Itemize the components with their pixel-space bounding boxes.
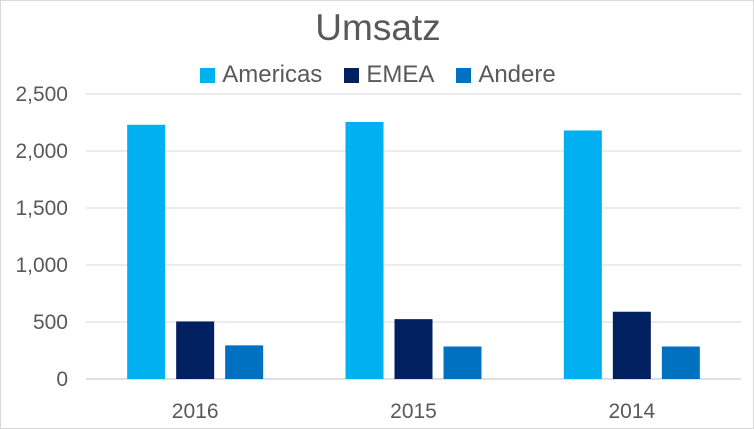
legend-swatch-emea [344, 67, 360, 83]
legend-swatch-americas [200, 67, 216, 83]
chart-legend: Americas EMEA Andere [1, 61, 754, 89]
y-tick-label: 2,500 [15, 83, 68, 106]
y-tick-label: 0 [56, 368, 68, 391]
bar-americas-2014 [563, 130, 602, 379]
y-tick-label: 500 [33, 311, 68, 334]
bar-andere-2016 [225, 345, 264, 379]
bar-emea-2015 [394, 319, 433, 379]
bar-emea-2014 [612, 311, 651, 379]
y-tick-label: 1,000 [15, 254, 68, 277]
bar-americas-2015 [345, 121, 384, 380]
legend-item-emea: EMEA [344, 61, 434, 89]
y-tick-label: 1,500 [15, 197, 68, 220]
legend-item-americas: Americas [200, 61, 322, 89]
y-tick-label: 2,000 [15, 140, 68, 163]
x-tick-label: 2014 [608, 400, 655, 423]
x-tick-label: 2015 [390, 400, 437, 423]
chart-title: Umsatz [315, 7, 441, 48]
legend-label-emea: EMEA [366, 61, 435, 88]
bar-emea-2016 [176, 321, 215, 379]
legend-label-andere: Andere [478, 61, 556, 88]
legend-swatch-andere [456, 67, 472, 83]
bar-andere-2015 [443, 346, 482, 379]
legend-item-andere: Andere [456, 61, 556, 89]
legend-label-americas: Americas [222, 61, 323, 88]
bar-andere-2014 [661, 346, 700, 379]
bar-americas-2016 [127, 124, 166, 379]
x-tick-label: 2016 [172, 400, 219, 423]
